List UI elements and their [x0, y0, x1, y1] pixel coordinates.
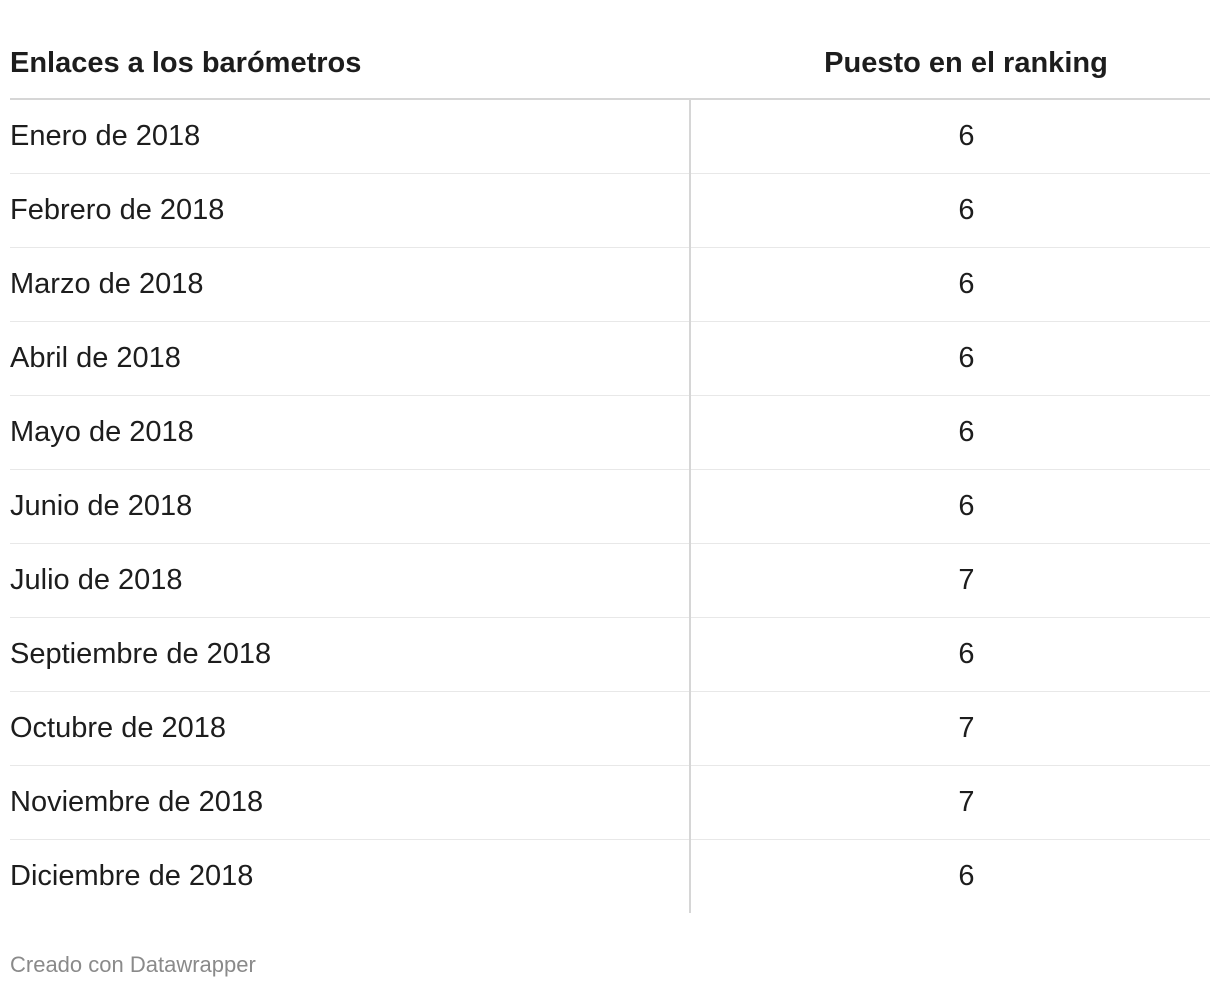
rank-cell: 6: [689, 469, 1210, 544]
table-row: Abril de 2018 6: [10, 321, 1210, 396]
table-row: Marzo de 2018 6: [10, 247, 1210, 322]
ranking-table: Enlaces a los barómetros Puesto en el ra…: [10, 28, 1210, 913]
column-header-barometer-links[interactable]: Enlaces a los barómetros: [10, 28, 690, 100]
table-header: Enlaces a los barómetros Puesto en el ra…: [10, 28, 1210, 100]
month-cell[interactable]: Abril de 2018: [10, 321, 690, 396]
table-row: Mayo de 2018 6: [10, 395, 1210, 470]
rank-cell: 6: [689, 395, 1210, 470]
month-cell[interactable]: Septiembre de 2018: [10, 617, 690, 692]
rank-cell: 6: [689, 839, 1210, 913]
ranking-table-container: Enlaces a los barómetros Puesto en el ra…: [10, 28, 1210, 913]
month-cell[interactable]: Junio de 2018: [10, 469, 690, 544]
rank-cell: 6: [689, 247, 1210, 322]
month-cell[interactable]: Octubre de 2018: [10, 691, 690, 766]
table-row: Junio de 2018 6: [10, 469, 1210, 544]
table-row: Septiembre de 2018 6: [10, 617, 1210, 692]
column-header-ranking-position[interactable]: Puesto en el ranking: [690, 28, 1210, 100]
rank-cell: 7: [689, 765, 1210, 840]
table-row: Octubre de 2018 7: [10, 691, 1210, 766]
month-cell[interactable]: Marzo de 2018: [10, 247, 690, 322]
datawrapper-credit[interactable]: Creado con Datawrapper: [10, 952, 256, 977]
month-cell[interactable]: Mayo de 2018: [10, 395, 690, 470]
rank-cell: 6: [689, 99, 1210, 174]
rank-cell: 6: [689, 173, 1210, 248]
table-body: Enero de 2018 6 Febrero de 2018 6 Marzo …: [10, 99, 1210, 913]
table-row: Diciembre de 2018 6: [10, 839, 1210, 913]
rank-cell: 7: [689, 543, 1210, 618]
month-cell[interactable]: Febrero de 2018: [10, 173, 690, 248]
table-row: Enero de 2018 6: [10, 99, 1210, 174]
rank-cell: 6: [689, 321, 1210, 396]
table-row: Febrero de 2018 6: [10, 173, 1210, 248]
table-row: Julio de 2018 7: [10, 543, 1210, 618]
month-cell[interactable]: Julio de 2018: [10, 543, 690, 618]
month-cell[interactable]: Noviembre de 2018: [10, 765, 690, 840]
month-cell[interactable]: Enero de 2018: [10, 99, 690, 174]
table-row: Noviembre de 2018 7: [10, 765, 1210, 840]
month-cell[interactable]: Diciembre de 2018: [10, 860, 254, 892]
rank-cell: 6: [689, 617, 1210, 692]
rank-cell: 7: [689, 691, 1210, 766]
header-row: Enlaces a los barómetros Puesto en el ra…: [10, 28, 1210, 100]
